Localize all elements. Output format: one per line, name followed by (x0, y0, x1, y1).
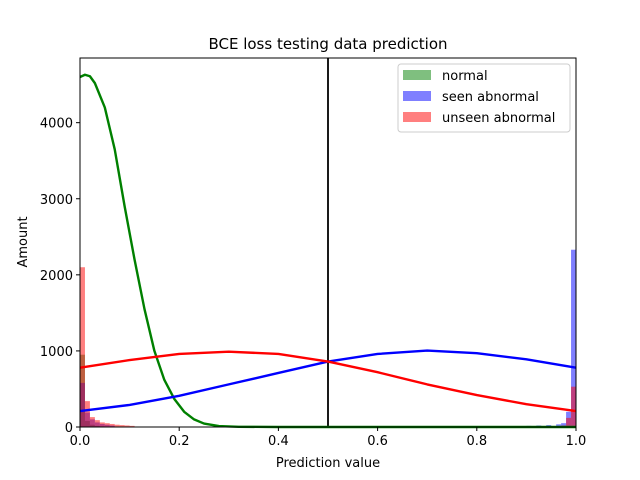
hist-bar-series-2-bin-8 (119, 425, 125, 427)
hist-bar-series-2-bin-4 (99, 422, 105, 427)
y-tick-label-0: 0 (65, 421, 73, 436)
legend-swatch-2 (403, 112, 431, 122)
y-axis: 0 1000 2000 3000 4000 (40, 117, 80, 436)
x-axis-label: Prediction value (276, 456, 380, 471)
fit-curve-series-2 (79, 350, 577, 413)
y-tick-label-4: 4000 (40, 117, 73, 132)
x-tick-label-5: 1.0 (566, 434, 587, 449)
x-axis: 0.0 0.2 0.4 0.6 0.8 1.0 (70, 427, 587, 449)
y-axis-label: Amount (16, 216, 31, 267)
legend-label-2: unseen abnormal (442, 111, 555, 126)
chart-title: BCE loss testing data prediction (208, 35, 447, 53)
x-tick-label-0: 0.0 (70, 434, 91, 449)
hist-bar-series-2-bin-1 (84, 401, 90, 427)
legend-label-1: seen abnormal (442, 90, 539, 105)
legend: normal seen abnormal unseen abnormal (397, 63, 571, 133)
hist-bar-series-1-bin-11 (561, 423, 567, 427)
x-tick-label-4: 0.8 (466, 434, 487, 449)
hist-bar-series-2-bin-9 (124, 425, 130, 427)
legend-swatch-0 (403, 70, 431, 80)
y-tick-label-1: 1000 (40, 345, 73, 360)
hist-bar-series-2-bin-6 (109, 423, 115, 427)
hist-bar-series-2-bin-7 (114, 424, 120, 427)
legend-swatch-1 (403, 91, 431, 101)
hist-bar-series-2-bin-13 (571, 386, 576, 427)
x-tick-label-2: 0.4 (268, 434, 289, 449)
x-tick-label-3: 0.6 (367, 434, 388, 449)
hist-bar-series-1-bin-10 (556, 424, 562, 427)
hist-bar-series-1-bin-13 (571, 249, 576, 427)
hist-bar-series-2-bin-0 (80, 267, 85, 427)
hist-bar-series-2-bin-12 (566, 417, 572, 427)
legend-label-0: normal (442, 69, 488, 84)
hist-bar-series-2-bin-5 (104, 423, 110, 427)
y-tick-label-3: 3000 (40, 193, 73, 208)
hist-bar-series-2-bin-10 (129, 425, 135, 427)
x-tick-label-1: 0.2 (169, 434, 190, 449)
hist-bar-series-2-bin-3 (94, 420, 100, 427)
legend-box (397, 63, 571, 133)
y-tick-label-2: 2000 (40, 269, 73, 284)
plot-frame (79, 57, 577, 428)
hist-bar-series-2-bin-2 (89, 417, 95, 427)
